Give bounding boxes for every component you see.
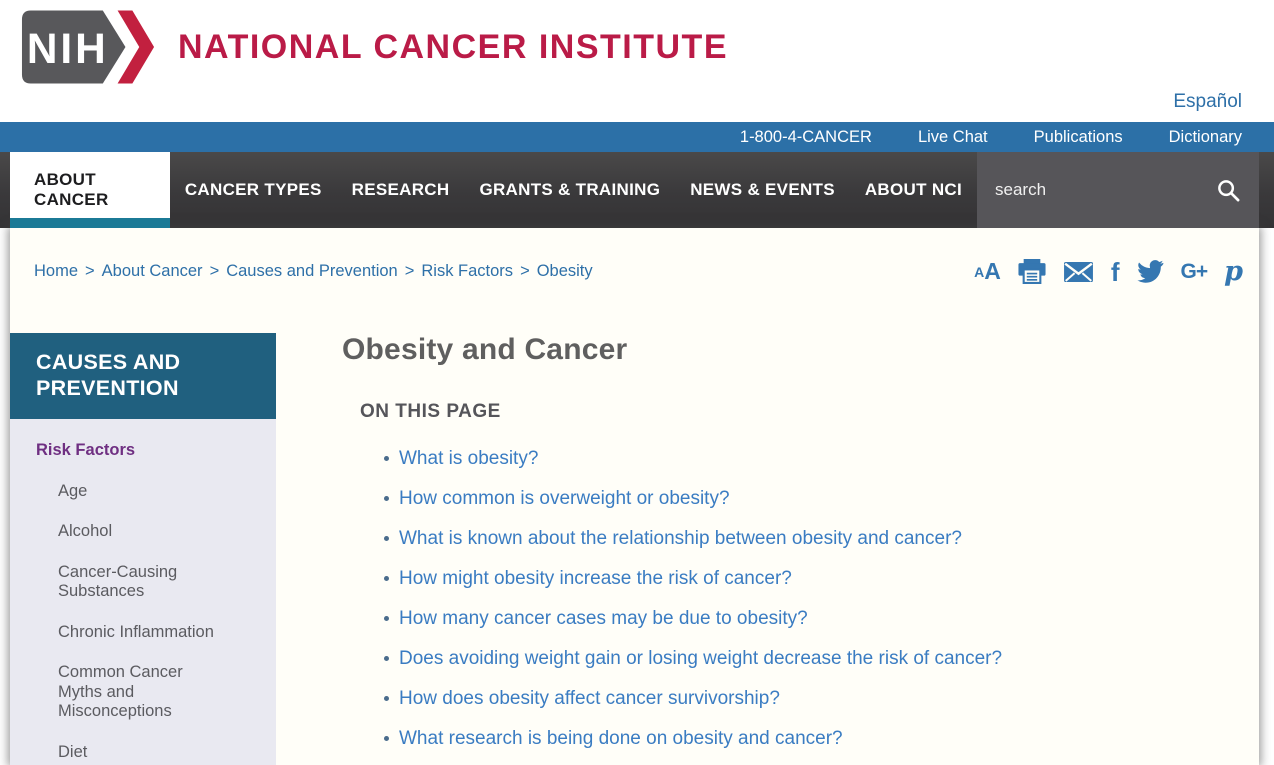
page-title: Obesity and Cancer xyxy=(342,333,628,366)
content-columns: CAUSES AND PREVENTION Risk Factors Age A… xyxy=(10,333,1259,765)
sidebar-item-common-cancer-myths[interactable]: Common Cancer Myths and Misconceptions xyxy=(58,663,183,721)
breadcrumb-separator: > xyxy=(85,262,95,280)
nav-item-about-nci[interactable]: ABOUT NCI xyxy=(864,180,962,199)
twitter-icon xyxy=(1136,260,1163,283)
bullet-icon xyxy=(384,536,389,541)
breadcrumb-link-causes-prevention[interactable]: Causes and Prevention xyxy=(226,262,398,280)
list-item: How many cancer cases may be due to obes… xyxy=(384,608,1209,629)
nav-item-grants-training[interactable]: GRANTS & TRAINING xyxy=(479,180,661,199)
list-item: What research is being done on obesity a… xyxy=(384,728,1209,749)
sidebar: CAUSES AND PREVENTION Risk Factors Age A… xyxy=(10,333,276,765)
google-plus-icon: G+ xyxy=(1180,260,1209,283)
nih-logo-icon: NIH xyxy=(21,10,155,84)
pinterest-icon: p xyxy=(1224,256,1243,287)
page-container: Home > About Cancer > Causes and Prevention >… xyxy=(10,228,1259,765)
on-page-link-how-common[interactable]: How common is overweight or obesity? xyxy=(399,488,730,509)
search-button[interactable] xyxy=(1216,178,1241,203)
on-page-link-increase-risk[interactable]: How might obesity increase the risk of c… xyxy=(399,568,792,589)
list-item: How might obesity increase the risk of c… xyxy=(384,568,1209,589)
active-tab-underline xyxy=(10,218,170,228)
nih-logo-text: NIH xyxy=(27,25,106,72)
utility-bar: 1-800-4-CANCER Live Chat Publications Di… xyxy=(0,122,1274,152)
espanol-link[interactable]: Español xyxy=(1173,91,1242,112)
search-box xyxy=(977,152,1259,228)
utility-link-live-chat[interactable]: Live Chat xyxy=(917,127,988,146)
utility-link-dictionary[interactable]: Dictionary xyxy=(1168,127,1242,146)
sidebar-item-age[interactable]: Age xyxy=(58,481,88,500)
breadcrumb: Home > About Cancer > Causes and Prevention >… xyxy=(34,262,593,281)
on-this-page-list: What is obesity? How common is overweigh… xyxy=(342,448,1209,749)
nci-logo-link[interactable]: NIH NATIONAL CANCER INSTITUTE xyxy=(20,6,728,88)
list-item: What is known about the relationship bet… xyxy=(384,528,1209,549)
print-button[interactable] xyxy=(1018,259,1046,284)
breadcrumb-row: Home > About Cancer > Causes and Prevention >… xyxy=(10,228,1259,285)
list-item: What is obesity? xyxy=(384,448,1209,469)
search-icon xyxy=(1218,179,1240,201)
breadcrumb-separator: > xyxy=(209,262,220,280)
breadcrumb-separator: > xyxy=(520,262,530,280)
sidebar-nav: Risk Factors Age Alcohol Cancer-Causing … xyxy=(10,419,276,765)
bullet-icon xyxy=(384,656,389,661)
brand-wordmark: NATIONAL CANCER INSTITUTE xyxy=(178,27,729,66)
bullet-icon xyxy=(384,576,389,581)
list-item: How does obesity affect cancer survivors… xyxy=(384,688,1209,709)
utility-link-publications[interactable]: Publications xyxy=(1033,127,1123,146)
bullet-icon xyxy=(384,456,389,461)
list-item: Does avoiding weight gain or losing weig… xyxy=(384,648,1209,669)
main-nav: ABOUT CANCER CANCER TYPES RESEARCH GRANT… xyxy=(0,152,1274,228)
breadcrumb-separator: > xyxy=(404,262,415,280)
utility-link-phone[interactable]: 1-800-4-CANCER xyxy=(739,127,872,146)
site-header: NIH NATIONAL CANCER INSTITUTE Español xyxy=(0,0,1274,122)
print-icon xyxy=(1018,259,1046,284)
twitter-button[interactable] xyxy=(1136,260,1164,283)
on-page-link-survivorship[interactable]: How does obesity affect cancer survivors… xyxy=(399,688,780,709)
on-page-link-relationship[interactable]: What is known about the relationship bet… xyxy=(399,528,962,549)
nav-item-research[interactable]: RESEARCH xyxy=(351,180,450,199)
on-page-link-what-is-obesity[interactable]: What is obesity? xyxy=(399,448,539,469)
breadcrumb-link-risk-factors[interactable]: Risk Factors xyxy=(421,262,514,280)
bullet-icon xyxy=(384,496,389,501)
list-item: How common is overweight or obesity? xyxy=(384,488,1209,509)
email-icon xyxy=(1063,261,1093,282)
sidebar-item-cancer-causing-substances[interactable]: Cancer-Causing Substances xyxy=(58,562,178,601)
pinterest-button[interactable]: p xyxy=(1224,258,1243,285)
bullet-icon xyxy=(384,696,389,701)
on-page-link-research[interactable]: What research is being done on obesity a… xyxy=(399,728,843,749)
sidebar-item-chronic-inflammation[interactable]: Chronic Inflammation xyxy=(58,622,214,641)
font-resize-icon: A xyxy=(974,263,985,280)
nav-item-news-events[interactable]: NEWS & EVENTS xyxy=(690,180,835,199)
nav-tab-about-cancer[interactable]: ABOUT CANCER xyxy=(10,152,170,228)
on-page-link-cases-due[interactable]: How many cancer cases may be due to obes… xyxy=(399,608,808,629)
breadcrumb-link-home[interactable]: Home xyxy=(34,262,79,280)
search-input[interactable] xyxy=(995,180,1216,200)
bullet-icon xyxy=(384,736,389,741)
google-plus-button[interactable]: G+ xyxy=(1180,260,1209,283)
facebook-button[interactable]: f xyxy=(1111,259,1120,285)
breadcrumb-link-about-cancer[interactable]: About Cancer xyxy=(101,262,203,280)
facebook-icon: f xyxy=(1110,256,1120,287)
breadcrumb-link-obesity[interactable]: Obesity xyxy=(536,262,593,280)
sidebar-item-risk-factors[interactable]: Risk Factors xyxy=(36,441,136,460)
main-content: Obesity and Cancer ON THIS PAGE What is … xyxy=(276,333,1259,765)
sidebar-item-diet[interactable]: Diet xyxy=(58,742,88,761)
sidebar-item-alcohol[interactable]: Alcohol xyxy=(58,522,113,541)
nav-item-cancer-types[interactable]: CANCER TYPES xyxy=(184,180,322,199)
nav-tab-label: ABOUT CANCER xyxy=(34,170,109,209)
bullet-icon xyxy=(384,616,389,621)
on-page-link-weight-gain[interactable]: Does avoiding weight gain or losing weig… xyxy=(399,648,1003,669)
email-button[interactable] xyxy=(1063,261,1094,282)
sidebar-title[interactable]: CAUSES AND PREVENTION xyxy=(10,333,276,420)
on-this-page-heading: ON THIS PAGE xyxy=(360,401,501,422)
